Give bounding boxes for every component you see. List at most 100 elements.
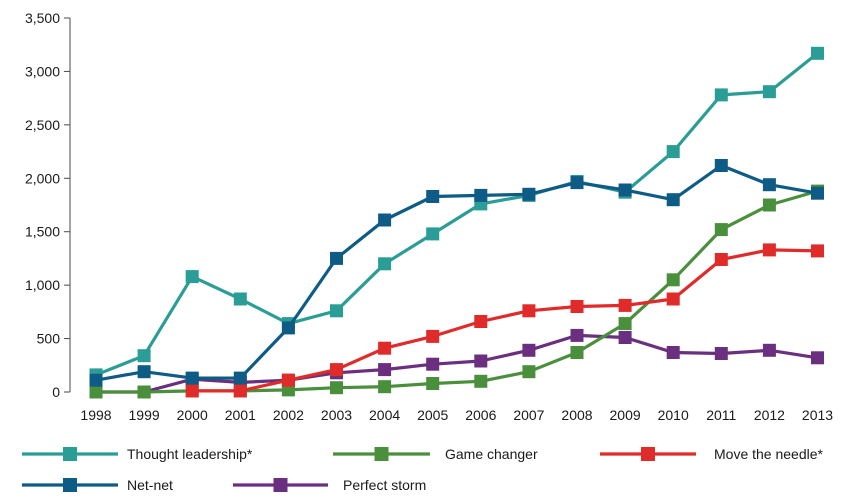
data-point-marker (666, 193, 680, 207)
legend-item: Game changer (333, 446, 538, 462)
y-tick-label: 500 (37, 331, 61, 347)
data-point-marker (522, 343, 536, 357)
x-tick-label: 2009 (610, 407, 641, 423)
data-point-marker (378, 380, 392, 394)
data-point-marker (185, 371, 199, 385)
series-perfect-storm (89, 328, 824, 399)
data-point-marker (666, 346, 680, 359)
data-point-marker (185, 384, 199, 398)
legend-marker (63, 447, 77, 461)
data-point-marker (811, 46, 824, 60)
y-tick-label: 2,000 (25, 170, 60, 186)
data-point-marker (378, 257, 392, 271)
legend-item: Move the needle* (600, 446, 824, 462)
data-point-marker (570, 346, 584, 359)
y-axis: 0 500 1,000 1,500 2,000 2,500 3,000 3,500 (25, 10, 71, 400)
data-point-marker (474, 354, 488, 368)
legend-item: Perfect storm (233, 477, 426, 493)
x-tick-label: 1998 (80, 407, 111, 423)
data-point-marker (89, 373, 103, 387)
data-point-marker (762, 343, 776, 357)
data-point-marker (522, 187, 536, 201)
legend-marker (374, 447, 389, 461)
legend-marker (641, 447, 655, 461)
data-point-marker (762, 198, 776, 212)
y-tick-label: 2,500 (25, 117, 60, 133)
data-point-marker (618, 298, 632, 312)
data-point-marker (811, 244, 824, 258)
x-tick-label: 2008 (561, 407, 592, 423)
data-point-marker (714, 347, 728, 360)
data-point-marker (137, 385, 151, 399)
x-tick-label: 2011 (706, 407, 736, 423)
data-point-marker (714, 223, 728, 237)
data-point-marker (330, 251, 343, 265)
data-point-marker (281, 373, 295, 387)
legend-item: Net-net (22, 477, 173, 493)
data-point-marker (762, 243, 776, 257)
data-point-marker (426, 329, 440, 343)
x-tick-label: 2004 (369, 407, 400, 423)
legend: Thought leadership* Game changer Move the … (22, 446, 824, 493)
y-tick-label: 1,000 (25, 277, 60, 293)
y-tick-label: 0 (52, 384, 60, 400)
data-point-marker (281, 321, 295, 335)
data-point-marker (474, 374, 488, 388)
x-tick-label: 1999 (129, 407, 160, 423)
data-point-marker (426, 190, 440, 203)
x-tick-label: 2000 (177, 407, 208, 423)
data-point-marker (89, 385, 103, 399)
series-line (95, 52, 819, 377)
legend-marker (273, 478, 288, 492)
data-point-marker (378, 363, 392, 377)
x-tick-label: 2013 (802, 407, 833, 423)
x-tick-label: 2007 (513, 407, 544, 423)
series-line (96, 333, 818, 394)
data-point-marker (618, 183, 632, 197)
data-point-marker (426, 357, 440, 371)
series-net-net (89, 159, 824, 387)
data-point-marker (811, 351, 824, 365)
data-point-marker (714, 88, 728, 102)
data-point-marker (185, 270, 199, 284)
x-tick-label: 2001 (225, 407, 256, 423)
data-point-marker (570, 300, 584, 313)
legend-label: Move the needle* (714, 446, 824, 462)
series-layer (89, 46, 824, 399)
x-tick-label: 2006 (465, 407, 496, 423)
x-axis: 1998 1999 2000 2001 2002 2003 2004 2005 2006 2007… (80, 407, 833, 423)
series-move-the-needle (185, 243, 824, 398)
data-point-marker (330, 363, 343, 377)
legend-label: Thought leadership* (127, 446, 253, 462)
x-tick-label: 2012 (754, 407, 785, 423)
data-point-marker (426, 377, 440, 390)
y-tick-label: 3,000 (25, 63, 60, 79)
x-tick-label: 2005 (417, 407, 448, 423)
data-point-marker (522, 365, 536, 379)
legend-label: Perfect storm (343, 477, 426, 493)
data-point-marker (233, 371, 247, 385)
data-point-marker (137, 365, 151, 379)
y-tick-label: 1,500 (25, 224, 60, 240)
series-thought-leadership (89, 46, 824, 382)
y-tick-label: 3,500 (25, 10, 60, 26)
x-tick-label: 2002 (273, 407, 304, 423)
data-point-marker (811, 186, 824, 200)
data-point-marker (762, 85, 776, 99)
data-point-marker (618, 331, 632, 344)
data-point-marker (426, 227, 440, 241)
legend-label: Game changer (445, 446, 538, 462)
data-point-marker (570, 328, 584, 342)
data-point-marker (378, 213, 392, 227)
data-point-marker (762, 178, 776, 192)
data-point-marker (330, 304, 343, 318)
data-point-marker (233, 384, 247, 398)
legend-item: Thought leadership* (22, 446, 253, 462)
data-point-marker (330, 381, 343, 395)
data-point-marker (666, 273, 680, 287)
data-point-marker (522, 304, 536, 318)
data-point-marker (714, 159, 728, 172)
legend-label: Net-net (127, 477, 173, 493)
